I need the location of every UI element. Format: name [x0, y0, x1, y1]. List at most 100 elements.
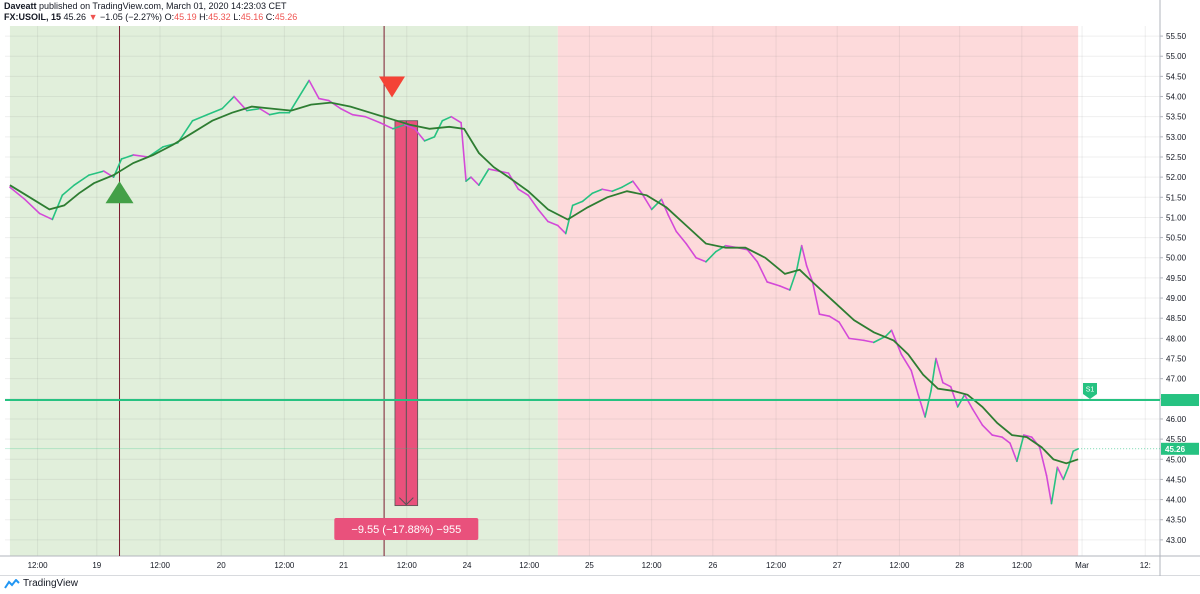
price-segment [863, 339, 875, 344]
price-axis[interactable]: 43.0043.5044.0044.5045.0045.5046.0046.50… [1160, 32, 1199, 545]
price-segment [675, 230, 687, 245]
x-tick-label: 12:00 [519, 561, 540, 570]
x-tick-label: 12:00 [642, 561, 663, 570]
publish-info: published on TradingView.com, March 01, … [39, 1, 287, 11]
price-segment [465, 176, 472, 182]
trade-box: −9.55 (−17.88%) −955 [334, 120, 479, 540]
price-segment [258, 107, 271, 116]
price-segment [379, 121, 394, 130]
y-tick-label: 50.00 [1166, 254, 1187, 263]
price-segment [872, 335, 887, 344]
y-tick-label: 52.50 [1166, 153, 1187, 162]
y-tick-label: 54.00 [1166, 93, 1187, 102]
price-segment [1016, 434, 1025, 463]
background-zones [9, 26, 1079, 556]
y-tick-label: 49.50 [1166, 274, 1187, 283]
price-segment [705, 250, 717, 263]
y-tick-label: 54.50 [1166, 72, 1187, 81]
price-segment [581, 192, 594, 203]
price-segment [339, 107, 354, 116]
price-segment [61, 184, 75, 197]
price-segment [667, 214, 678, 233]
price-segment [221, 95, 235, 110]
green-zone [9, 26, 558, 556]
price-chart[interactable]: −9.55 (−17.88%) −955 S1 43.00 43.50 44.00 4… [0, 0, 1200, 576]
price-segment [935, 357, 944, 384]
price-segment [746, 248, 759, 263]
price-segment [537, 208, 549, 223]
x-tick-label: 27 [833, 561, 842, 570]
price-segment [557, 224, 567, 235]
price-segment [1023, 434, 1033, 438]
x-tick-label: 12:00 [28, 561, 49, 570]
price-segment [413, 127, 426, 142]
x-tick-label: 12:00 [766, 561, 787, 570]
price-segment [981, 424, 994, 436]
price-segment [650, 198, 663, 211]
price-segment [1067, 450, 1074, 469]
y-tick-label: 46.00 [1166, 415, 1187, 424]
price-segment [206, 107, 223, 116]
price-segment [1009, 442, 1018, 463]
x-tick-label: 26 [708, 561, 717, 570]
chart-header: Daveatt published on TradingView.com, Ma… [4, 1, 297, 23]
x-tick-label: 24 [463, 561, 472, 570]
y-tick-label: 49.00 [1166, 294, 1187, 303]
y-tick-label: 55.50 [1166, 32, 1187, 41]
price-segment [73, 174, 90, 187]
price-segment [818, 313, 831, 317]
price-segment [963, 393, 974, 410]
high-value: 45.32 [208, 12, 231, 22]
close-value: 45.26 [274, 12, 298, 22]
price-segment [450, 115, 462, 124]
price-segment [298, 79, 310, 98]
author-name[interactable]: Daveatt [4, 1, 37, 11]
price-segment [900, 353, 913, 372]
brand-name[interactable]: TradingView [23, 578, 79, 589]
symbol-label[interactable]: FX:USOIL, 15 [4, 12, 62, 22]
price-segment [392, 123, 406, 130]
close-label: C: [265, 12, 275, 22]
high-label: H: [199, 12, 209, 22]
y-tick-label: 55.00 [1166, 52, 1187, 61]
price-segment [685, 242, 697, 259]
y-tick-label: 51.50 [1166, 193, 1187, 202]
price-segment [547, 220, 559, 227]
signal-vertical-lines [119, 26, 385, 556]
y-tick-label: 53.00 [1166, 133, 1187, 142]
footer: TradingView [4, 578, 78, 589]
price-segment [487, 168, 500, 172]
open-label: O: [164, 12, 175, 22]
price-segment [1001, 436, 1011, 444]
time-axis[interactable]: 12:00 19 12:00 20 12:00 21 12:00 24 12:00 25 12:00… [28, 561, 1151, 570]
price-segment [38, 212, 54, 221]
price-segment [423, 136, 436, 142]
price-segment [611, 186, 623, 193]
price-segment [789, 269, 798, 291]
price-segment [268, 111, 281, 116]
sell-signal-triangle-icon [378, 76, 405, 98]
low-label: L: [233, 12, 241, 22]
price-segment [1045, 474, 1053, 505]
last-price-badge-label: 45.26 [1165, 445, 1186, 454]
trade-result-label: −9.55 (−17.88%) −955 [351, 524, 461, 536]
x-tick-label: 12:00 [150, 561, 171, 570]
price-segment [517, 188, 530, 197]
y-tick-label: 48.00 [1166, 334, 1187, 343]
price-segment [88, 170, 105, 176]
x-tick-label: 12: [1140, 561, 1151, 570]
y-tick-label: 53.50 [1166, 113, 1187, 122]
x-tick-label: 12:00 [1012, 561, 1033, 570]
price-segment [917, 393, 926, 418]
price-segment [1062, 466, 1070, 481]
price-segment [591, 188, 604, 195]
trade-arrow-head [398, 497, 414, 506]
price-segment [9, 186, 26, 201]
last-price: 45.26 [63, 12, 87, 22]
price-segment [805, 265, 814, 283]
price-segment [478, 168, 490, 187]
price-segment [838, 321, 850, 340]
red-zone [557, 26, 1079, 556]
y-tick-label: 50.50 [1166, 234, 1187, 243]
level-price-badge [1161, 394, 1199, 407]
